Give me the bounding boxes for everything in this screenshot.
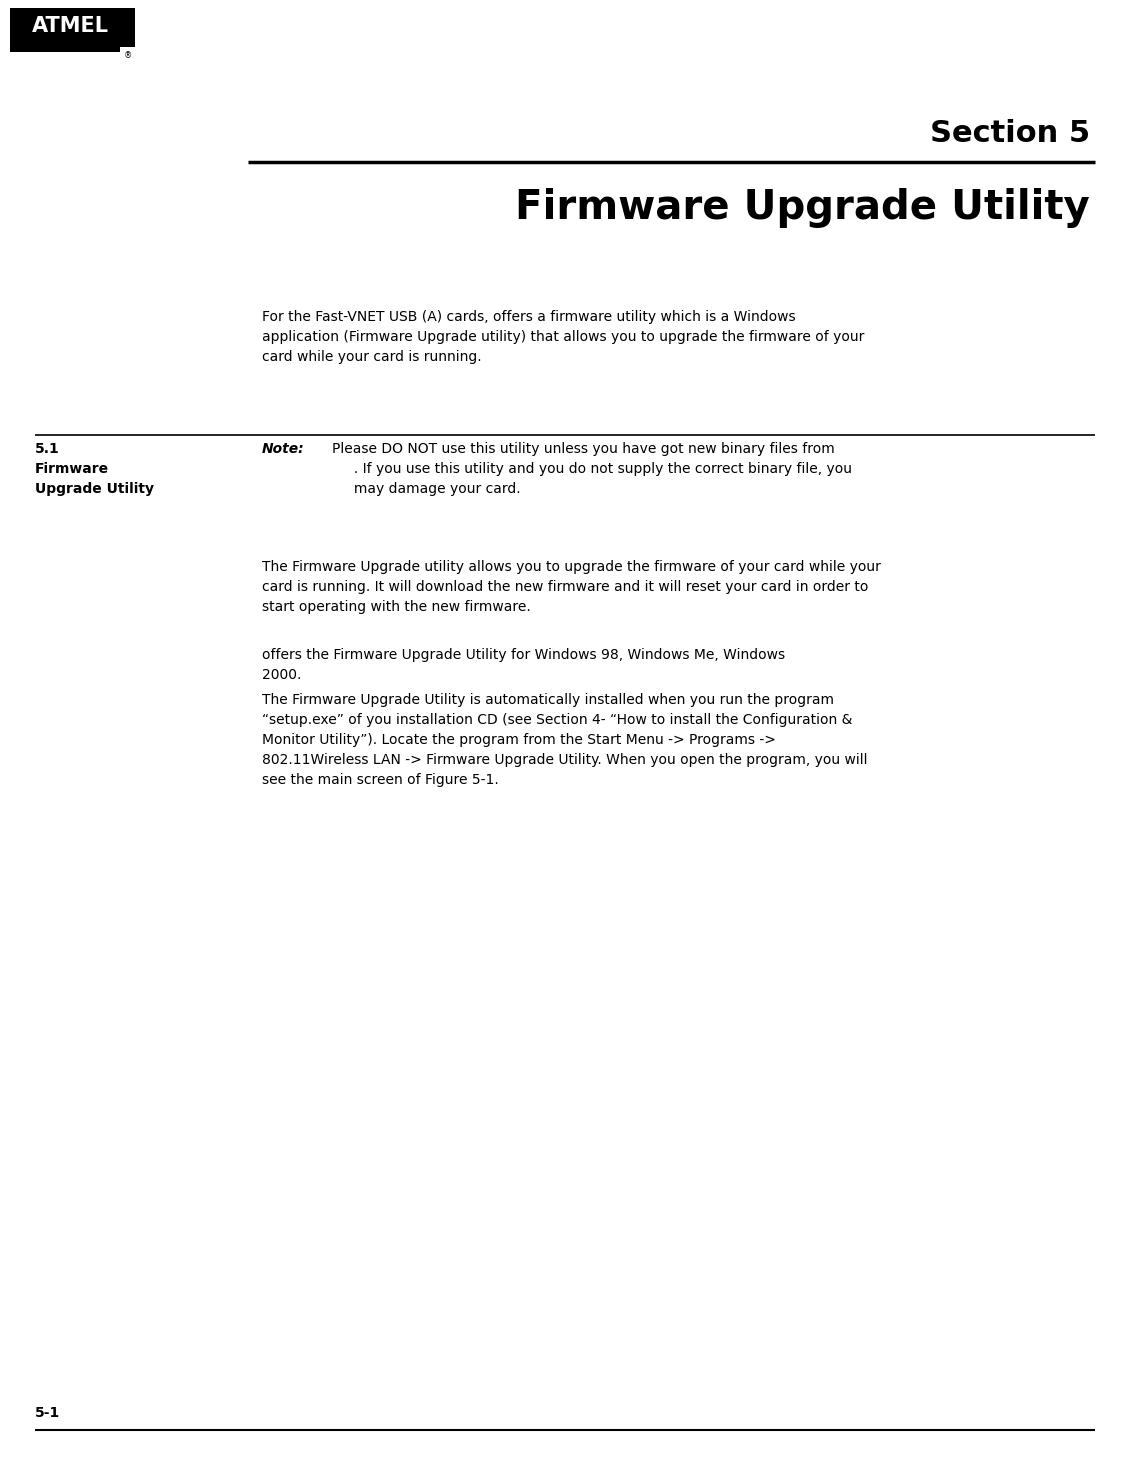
Text: The Firmware Upgrade Utility is automatically installed when you run the program: The Firmware Upgrade Utility is automati… [262,693,867,787]
Bar [10,47,120,51]
Text: Note:: Note: [262,442,305,456]
Text: Firmware
Upgrade Utility: Firmware Upgrade Utility [35,462,154,496]
Bar [10,7,135,47]
Text: ®: ® [124,51,132,60]
Text: offers the Firmware Upgrade Utility for Windows 98, Windows Me, Windows
2000.: offers the Firmware Upgrade Utility for … [262,647,785,682]
Text: The Firmware Upgrade utility allows you to upgrade the firmware of your card whi: The Firmware Upgrade utility allows you … [262,560,881,614]
Text: Please DO NOT use this utility unless you have got new binary files from
     . : Please DO NOT use this utility unless yo… [332,442,852,496]
Text: Section 5: Section 5 [930,120,1090,149]
Text: Firmware Upgrade Utility: Firmware Upgrade Utility [515,188,1090,227]
Text: 5-1: 5-1 [35,1406,61,1420]
Text: ATMEL: ATMEL [32,16,108,35]
Text: For the Fast-VNET USB (A) cards, offers a firmware utility which is a Windows
ap: For the Fast-VNET USB (A) cards, offers … [262,311,864,364]
Text: 5.1: 5.1 [35,442,60,456]
